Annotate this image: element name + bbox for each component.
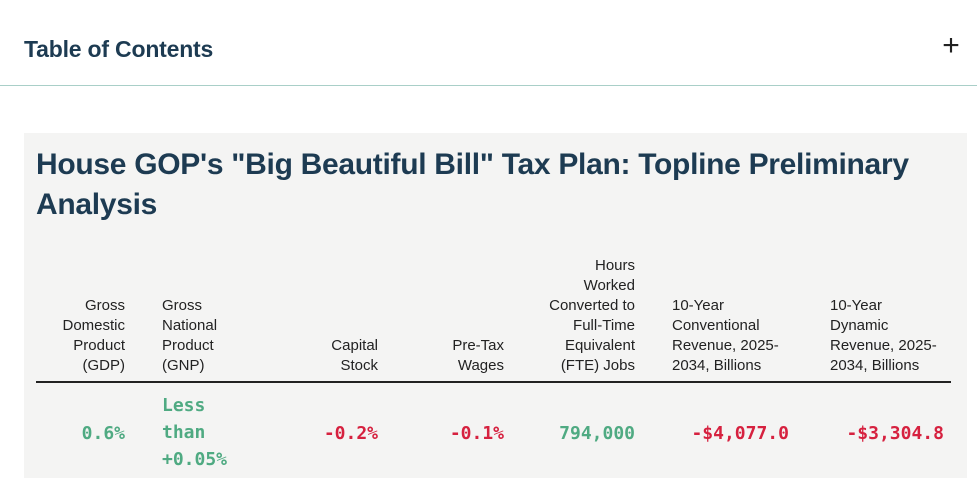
header-dynamic-revenue: 10-Year Dynamic Revenue, 2025- 2034, Bil… xyxy=(830,297,937,374)
header-pre-tax-wages: Pre-Tax Wages xyxy=(452,337,504,374)
value-pre-tax-wages: -0.1% xyxy=(449,423,504,444)
value-dynamic-revenue: -$3,304.8 xyxy=(846,423,944,444)
value-gnp: Less than +0.05% xyxy=(162,395,228,470)
table-of-contents-title[interactable]: Table of Contents xyxy=(24,36,214,62)
data-table-card: House GOP's "Big Beautiful Bill" Tax Pla… xyxy=(24,133,967,478)
value-conventional-revenue: -$4,077.0 xyxy=(691,423,789,444)
header-gdp: Gross Domestic Product (GDP) xyxy=(62,297,125,374)
value-fte-jobs: 794,000 xyxy=(559,423,635,444)
table-of-contents-bar[interactable]: Table of Contents + xyxy=(0,0,977,86)
expand-plus-icon[interactable]: + xyxy=(942,29,960,62)
header-conventional-revenue: 10-Year Conventional Revenue, 2025- 2034… xyxy=(672,297,779,374)
table-title: House GOP's "Big Beautiful Bill" Tax Pla… xyxy=(36,148,909,221)
value-capital-stock: -0.2% xyxy=(323,423,378,444)
header-fte-jobs: Hours Worked Converted to Full-Time Equi… xyxy=(549,257,635,374)
header-divider xyxy=(36,381,951,383)
value-gdp: 0.6% xyxy=(81,423,125,444)
header-gnp: Gross National Product (GNP) xyxy=(162,297,218,374)
header-capital-stock: Capital Stock xyxy=(331,337,378,374)
